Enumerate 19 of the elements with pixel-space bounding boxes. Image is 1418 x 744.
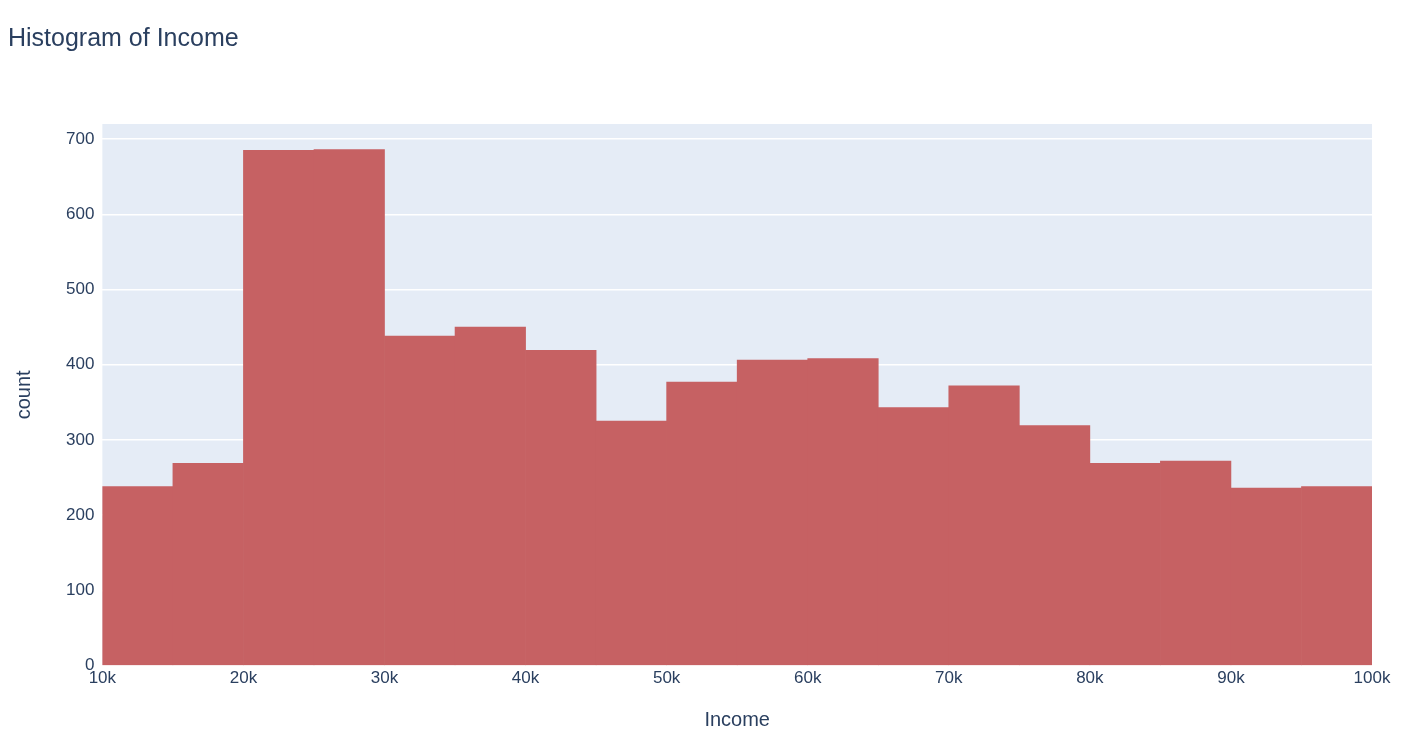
x-tick-label: 80k bbox=[1076, 668, 1105, 688]
x-axis-title: Income bbox=[704, 707, 770, 730]
x-tick-label: 50k bbox=[652, 668, 681, 688]
chart-title: Histogram of Income bbox=[8, 22, 239, 51]
x-tick-label: 100k bbox=[1353, 668, 1391, 688]
x-tick-label: 90k bbox=[1217, 668, 1246, 688]
x-tick-label: 60k bbox=[794, 668, 822, 688]
y-tick-label: 700 bbox=[65, 128, 95, 148]
y-tick-label: 300 bbox=[65, 429, 95, 449]
y-axis-title: count bbox=[11, 369, 34, 420]
y-tick-label: 200 bbox=[65, 504, 95, 524]
x-tick-label: 70k bbox=[935, 668, 963, 688]
x-tick-label: 30k bbox=[370, 668, 399, 688]
x-tick-label: 20k bbox=[229, 668, 258, 688]
y-tick-label: 400 bbox=[65, 354, 95, 374]
x-tick-label: 40k bbox=[511, 668, 540, 688]
y-tick-label: 500 bbox=[65, 279, 95, 299]
y-tick-label: 100 bbox=[65, 580, 95, 600]
y-tick-label: 600 bbox=[65, 203, 95, 223]
